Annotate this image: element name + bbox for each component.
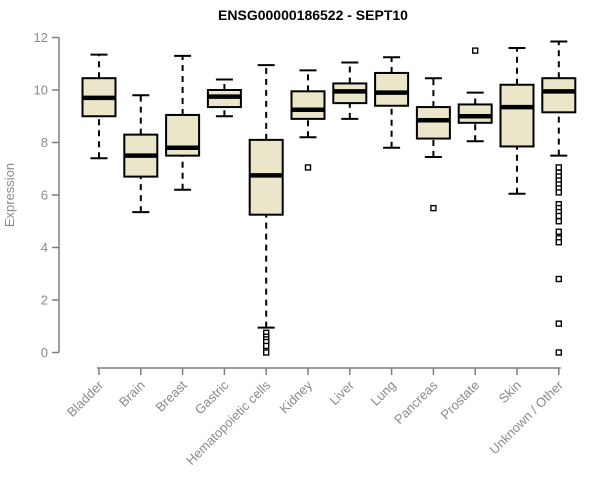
outlier-unknown-other (555, 212, 562, 220)
outlier-unknown-other (555, 320, 562, 327)
box-kidney (290, 90, 326, 120)
y-tick-label: 4 (41, 240, 48, 255)
outlier-kidney (304, 164, 312, 171)
outlier-unknown-other (555, 239, 562, 246)
outlier-unknown-other (555, 349, 562, 356)
y-tick-label: 10 (34, 83, 48, 98)
x-tick-label-unknown-other: Unknown / Other (486, 377, 566, 457)
x-tick-label-kidney: Kidney (276, 377, 315, 416)
x-tick-label-pancreas: Pancreas (391, 377, 441, 427)
outlier-unknown-other (555, 218, 562, 225)
x-tick-label-prostate: Prostate (437, 378, 482, 423)
box-lung (374, 71, 410, 107)
x-tick-label-breast: Breast (153, 377, 190, 414)
x-tick-label-lung: Lung (368, 378, 399, 409)
outlier-hematopoietic-cells (263, 342, 270, 350)
outlier-hematopoietic-cells (263, 349, 270, 356)
x-tick-label-gastric: Gastric (192, 377, 232, 417)
x-tick-label-skin: Skin (496, 378, 524, 406)
x-tick-label-bladder: Bladder (64, 377, 107, 420)
box-unknown-other (541, 77, 577, 114)
box-pancreas (415, 106, 451, 140)
outlier-unknown-other (555, 275, 562, 283)
x-tick-label-brain: Brain (116, 378, 148, 410)
box-prostate (457, 103, 493, 124)
x-tick-label-liver: Liver (326, 377, 357, 408)
box-skin (499, 83, 535, 148)
outlier-unknown-other (555, 164, 562, 171)
outlier-unknown-other (555, 228, 562, 235)
y-tick-label: 8 (41, 135, 48, 150)
y-tick-label: 0 (41, 345, 48, 360)
y-tick-label: 6 (41, 188, 48, 203)
outlier-unknown-other (555, 189, 562, 196)
y-tick-label: 12 (34, 30, 48, 45)
outlier-prostate (472, 47, 479, 54)
outlier-pancreas (430, 204, 437, 212)
y-axis-label: Expression (2, 163, 17, 227)
y-tick-label: 2 (41, 293, 48, 308)
chart-title: ENSG00000186522 - SEPT10 (218, 7, 408, 23)
